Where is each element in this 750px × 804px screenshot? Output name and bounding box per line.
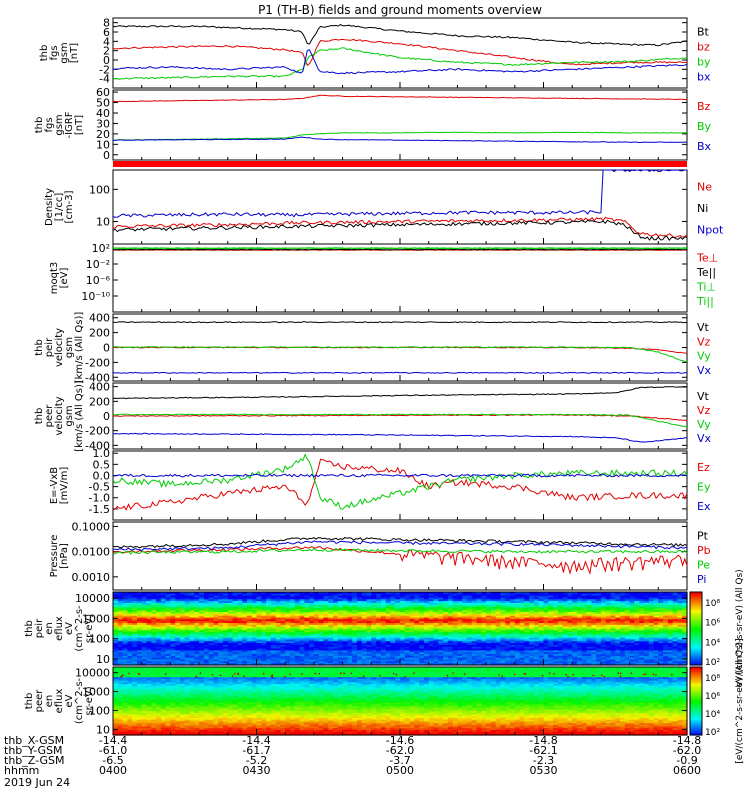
y-axis-label: [nPa] <box>59 543 70 569</box>
y-tick-label: -1.5 <box>89 503 110 516</box>
panel-frame <box>113 522 687 590</box>
y-axis-label: [nT] <box>74 115 85 135</box>
y-axis-label: [mV/m] <box>59 467 70 505</box>
series-line-Vx <box>113 372 687 373</box>
y-tick-label: 400 <box>89 312 110 325</box>
y-tick-label: 10² <box>92 242 110 255</box>
series-line-Ey <box>113 455 687 510</box>
series-line-Bt <box>113 25 687 46</box>
panel-frame <box>113 244 687 312</box>
y-tick-label: 0.1000 <box>72 520 111 533</box>
y-tick-label: 10⁻¹⁰ <box>81 290 110 303</box>
series-line-Pt <box>113 538 687 548</box>
y-tick-label: 0 <box>103 149 110 162</box>
chart-title: P1 (TH-B) fields and ground moments over… <box>258 3 542 17</box>
series-line-Ez <box>113 459 687 510</box>
red-separator-strip <box>113 161 687 167</box>
y-axis-label: [eV] <box>59 268 70 289</box>
y-tick-label: -200 <box>85 425 110 438</box>
y-tick-label: -4 <box>99 73 110 86</box>
y-axis-label: [km/s (All Qs)] <box>74 380 85 452</box>
y-tick-label: 0 <box>103 342 110 355</box>
y-tick-label: 0 <box>103 410 110 423</box>
y-tick-label: 100 <box>89 183 110 196</box>
series-line-Vt <box>113 322 687 323</box>
series-line-Ne <box>113 217 687 237</box>
y-tick-label: 200 <box>89 395 110 408</box>
y-tick-label: 10⁻⁶ <box>86 274 111 287</box>
panel-frame <box>113 451 687 520</box>
panel-7: 1.00.50.0-0.5-1.0-1.5E=-VxB[mV/m] <box>49 447 687 520</box>
series-line-Ni <box>113 220 687 240</box>
series-line-Vx <box>113 433 687 442</box>
y-tick-label: 10 <box>96 216 110 229</box>
y-tick-label: -200 <box>85 356 110 369</box>
series-line-Bx <box>113 137 687 142</box>
y-tick-label: 0.0100 <box>72 546 111 559</box>
y-axis-label: [cm-3] <box>64 190 75 223</box>
series-line-Vy <box>113 347 687 362</box>
y-tick-label: 400 <box>89 381 110 394</box>
series-line-Npot <box>113 170 687 217</box>
series-line-Vt <box>113 387 687 399</box>
y-axis-label: [nT] <box>69 43 80 63</box>
y-axis-label: [km/s (All Qs)] <box>74 312 85 384</box>
series-line-Bz <box>113 95 687 102</box>
y-tick-label: 0.0010 <box>72 571 111 584</box>
y-tick-label: 10⁻² <box>86 258 110 271</box>
y-tick-label: 200 <box>89 327 110 340</box>
